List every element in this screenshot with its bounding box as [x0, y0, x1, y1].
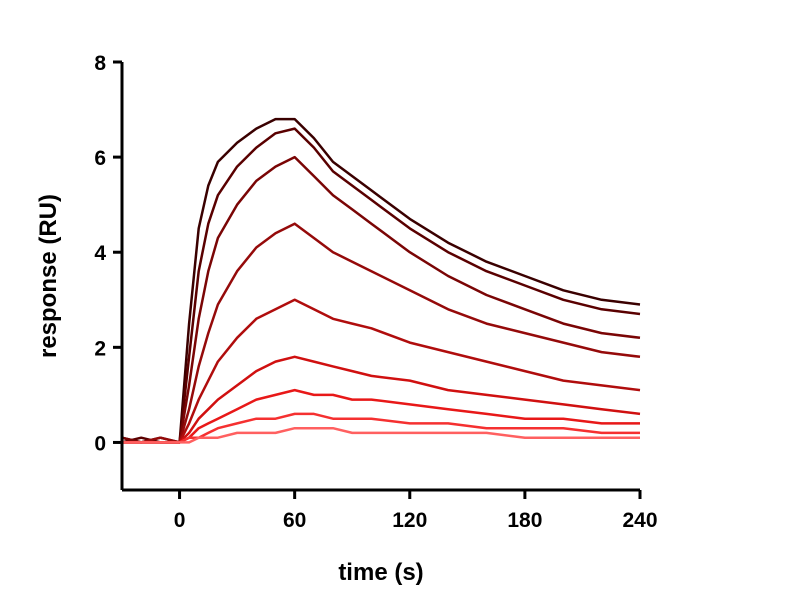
x-tick-label: 0: [174, 509, 186, 532]
y-axis-label: response (RU): [35, 194, 62, 358]
series-line: [122, 355, 641, 444]
x-tick-label: 180: [507, 509, 542, 532]
series-line: [122, 298, 641, 444]
series-line: [122, 412, 640, 444]
x-tick-label: 60: [283, 509, 306, 532]
series-line: [121, 127, 641, 444]
series-line: [121, 155, 641, 444]
x-tick-label: 240: [622, 509, 657, 532]
series-line: [122, 222, 641, 444]
y-tick-label: 2: [94, 337, 106, 360]
y-tick-label: 6: [94, 147, 106, 170]
y-tick-label: 0: [94, 432, 106, 455]
y-tick-label: 4: [94, 242, 106, 265]
series-line: [122, 426, 640, 444]
x-axis-label: time (s): [338, 559, 423, 586]
series-line: [121, 117, 641, 444]
x-tick-label: 120: [392, 509, 427, 532]
y-tick-label: 8: [94, 52, 106, 75]
plot-area: [121, 117, 641, 444]
